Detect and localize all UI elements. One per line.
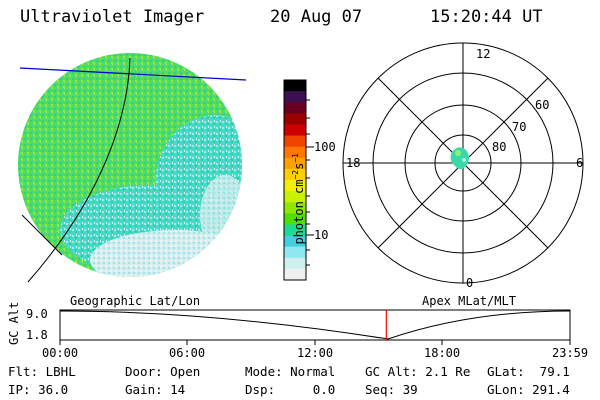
orbit-xtick-3: 18:00 — [424, 346, 461, 360]
info-glat: GLat: 79.1 — [487, 364, 570, 379]
geo-latitude-line — [19, 67, 247, 81]
colorbar-band — [284, 135, 306, 148]
mlt-18-label: 18 — [346, 156, 361, 170]
lat-60-label: 60 — [535, 98, 550, 112]
colorbar-band — [284, 113, 306, 125]
colorbar-band — [284, 180, 306, 192]
info-flt: Flt: LBHL — [8, 364, 76, 379]
colorbar-band — [284, 91, 306, 103]
colorbar-band — [284, 102, 306, 114]
info-seq: Seq: 39 — [365, 382, 418, 397]
colorbar-frame — [283, 79, 307, 281]
polar-grid — [342, 42, 584, 284]
mlt-6-label: 6 — [576, 156, 584, 170]
colorbar-band — [284, 224, 306, 237]
date-label: 20 Aug 07 — [270, 7, 363, 27]
colorbar-band — [284, 80, 306, 92]
colorbar-band — [284, 124, 306, 137]
info-mode: Mode: Normal — [245, 364, 336, 379]
apex-label: Apex MLat/MLT — [422, 294, 516, 308]
colorbar-band — [284, 257, 306, 270]
colorbar-band — [284, 168, 306, 181]
mlt-0-label: 0 — [466, 276, 474, 290]
orbit-ytop: 9.0 — [26, 307, 48, 321]
orbit-altitude-curve — [59, 310, 571, 340]
orbit-xtick-1: 06:00 — [169, 346, 206, 360]
colorbar-tick-10: 10 — [314, 228, 329, 242]
polar-auroral-spot — [450, 147, 469, 169]
instrument-title: Ultraviolet Imager — [20, 7, 205, 27]
orbit-xtick-2: 12:00 — [297, 346, 334, 360]
time-label: 15:20:44 UT — [430, 7, 543, 27]
colorbar-ticks — [306, 99, 314, 266]
orbit-x-ticks — [59, 340, 571, 345]
geographic-label: Geographic Lat/Lon — [70, 294, 201, 308]
orbit-xtick-0: 00:00 — [42, 346, 79, 360]
info-gcalt: GC Alt: 2.1 Re — [365, 364, 471, 379]
colorbar — [284, 80, 306, 281]
colorbar-band — [284, 157, 306, 170]
info-dsp: Dsp: 0.0 — [245, 382, 336, 397]
colorbar-unit-label: photon cm−2s−1 — [291, 153, 306, 245]
info-door: Door: Open — [125, 364, 201, 379]
lat-80-label: 80 — [492, 140, 507, 154]
colorbar-band — [284, 191, 306, 203]
colorbar-band — [284, 146, 306, 159]
colorbar-band — [284, 235, 306, 248]
orbit-xtick-4: 23:59 — [552, 346, 589, 360]
colorbar-band — [284, 246, 306, 259]
orbit-ylabel: GC Alt — [7, 301, 21, 345]
uv-image-disk — [18, 53, 242, 277]
geo-longitude-line — [27, 57, 131, 283]
orbit-ybottom: 1.8 — [26, 328, 48, 342]
colorbar-band — [284, 202, 306, 214]
orbit-strip-frame — [59, 309, 571, 341]
colorbar-band — [284, 268, 306, 281]
colorbar-tick-100: 100 — [314, 140, 336, 154]
colorbar-band — [284, 213, 306, 225]
geo-grid-line — [21, 214, 63, 256]
info-glon: GLon: 291.4 — [487, 382, 570, 397]
info-ip: IP: 36.0 — [8, 382, 69, 397]
mlt-12-label: 12 — [476, 47, 491, 61]
info-gain: Gain: 14 — [125, 382, 186, 397]
lat-70-label: 70 — [512, 120, 527, 134]
